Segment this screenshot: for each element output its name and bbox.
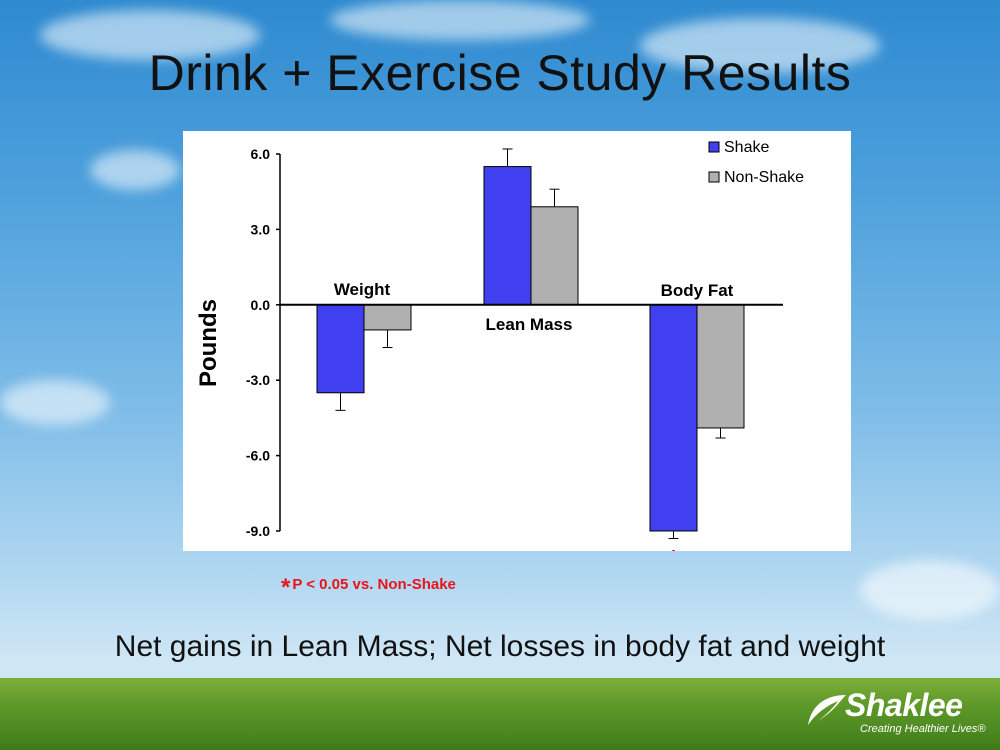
- footnote-text: P < 0.05 vs. Non-Shake: [292, 576, 456, 593]
- chart-panel: 6.0 3.0 0.0 -3.0 -6.0 -9.0 Pounds Weight Lean Ma…: [183, 131, 851, 551]
- bar-non-shake: [696, 304, 745, 429]
- y-axis-label: Pounds: [195, 299, 222, 387]
- significance-footnote: * P < 0.05 vs. Non-Shake: [281, 568, 456, 601]
- slide-caption: Net gains in Lean Mass; Net losses in bo…: [114, 630, 886, 663]
- bar-shake: [649, 304, 698, 532]
- category-label: Body Fat: [661, 281, 734, 300]
- bar-non-shake: [530, 206, 579, 306]
- cloud-decoration: [90, 150, 180, 190]
- y-tick-label: -6.0: [246, 448, 270, 464]
- cloud-decoration: [640, 18, 880, 73]
- y-tick-label: 6.0: [251, 146, 271, 162]
- y-tick-label: -9.0: [246, 523, 270, 539]
- slide-title: Drink + Exercise Study Results: [148, 45, 852, 101]
- cloud-decoration: [40, 10, 260, 60]
- y-tick-label: -3.0: [246, 372, 270, 388]
- logo-name: Shaklee: [845, 687, 963, 723]
- legend-swatch: [708, 171, 720, 183]
- legend-label: Shake: [724, 139, 769, 156]
- y-tick-label: 3.0: [251, 221, 271, 237]
- leaf-icon: [808, 695, 846, 725]
- category-label: Lean Mass: [486, 315, 573, 334]
- category-label: Weight: [334, 280, 391, 299]
- grass-field: [0, 678, 1000, 750]
- y-tick-label: 0.0: [251, 297, 271, 313]
- cloud-decoration: [860, 560, 1000, 620]
- footnote-star: *: [281, 574, 291, 601]
- significance-marker: *: [668, 544, 679, 551]
- bar-shake: [316, 304, 365, 394]
- bar-chart: 6.0 3.0 0.0 -3.0 -6.0 -9.0 Pounds Weight Lean Ma…: [195, 139, 804, 551]
- shaklee-logo: Shaklee Creating Healthier Lives®: [800, 685, 990, 745]
- cloud-decoration: [330, 0, 590, 40]
- legend-label: Non-Shake: [724, 169, 804, 186]
- logo-tagline: Creating Healthier Lives®: [860, 723, 986, 735]
- legend-swatch: [708, 141, 720, 153]
- bar-shake: [483, 166, 532, 306]
- cloud-decoration: [0, 380, 110, 425]
- bar-non-shake: [363, 304, 412, 331]
